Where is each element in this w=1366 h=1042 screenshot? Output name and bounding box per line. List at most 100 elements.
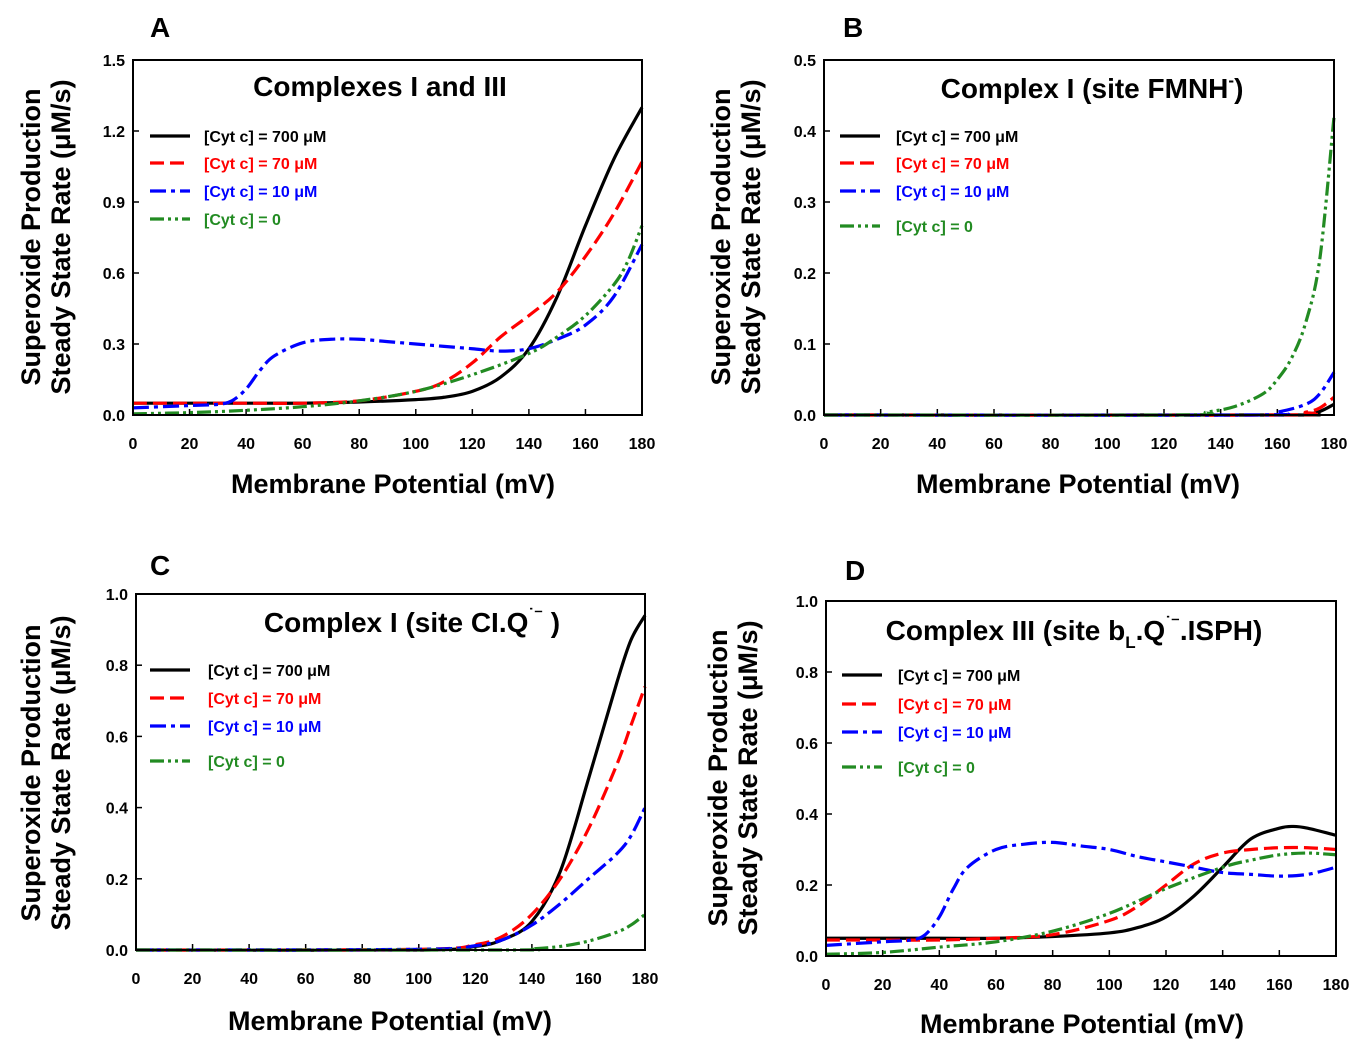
panel-b-legend-label-10: [Cyt c] = 10 μM bbox=[896, 184, 1009, 201]
panel-c-ytick-label: 0.2 bbox=[106, 872, 128, 889]
panel-c-ytick-label: 0.6 bbox=[106, 729, 128, 746]
panel-d-xtick-label: 180 bbox=[1323, 977, 1350, 994]
panel-d-legend-label-0: [Cyt c] = 0 bbox=[898, 760, 975, 777]
panel-d-ytick-label: 0.0 bbox=[796, 949, 818, 966]
panel-c-xtick-label: 180 bbox=[632, 971, 659, 988]
panel-a-xtick-label: 100 bbox=[402, 436, 429, 453]
panel-c-ytick-label: 1.0 bbox=[106, 587, 128, 604]
panel-a-legend-label-70: [Cyt c] = 70 μM bbox=[204, 156, 317, 173]
panel-c-frame bbox=[135, 593, 646, 951]
panel-c-series-10 bbox=[135, 806, 647, 952]
panel-b-xtick-label: 120 bbox=[1151, 436, 1178, 453]
panel-a-xtick-label: 60 bbox=[294, 436, 312, 453]
panel-b-xtick-label: 20 bbox=[872, 436, 890, 453]
panel-b: B Complex I (site FMNH-) Membrane Potent… bbox=[706, 12, 1347, 499]
panel-d-series-70 bbox=[826, 845, 1337, 942]
panel-d-series-10 bbox=[825, 840, 1337, 947]
panel-d-ytick-label: 0.2 bbox=[796, 878, 818, 895]
panel-a-ytick-label: 0.3 bbox=[103, 337, 125, 354]
panel-d-xtick-label: 20 bbox=[874, 977, 892, 994]
panel-d-ticks: 0 20 40 60 80 100 120 140 160 180 0.0 0.2 0.4 0.6 0.8 1… bbox=[796, 594, 1350, 994]
panel-a-series-0 bbox=[132, 225, 644, 416]
panel-a-ylabel-line2: Steady State Rate (μM/s) bbox=[46, 79, 76, 394]
panel-c-xtick-label: 100 bbox=[405, 971, 432, 988]
panel-c-series-0 bbox=[135, 913, 646, 952]
panel-d-title-main: Complex III (site b bbox=[886, 615, 1126, 646]
panel-a-series-70 bbox=[133, 161, 644, 405]
panel-b-ytick-label: 0.1 bbox=[794, 337, 816, 354]
panel-d-ytick-label: 0.6 bbox=[796, 736, 818, 753]
panel-d-ytick-label: 0.8 bbox=[796, 665, 818, 682]
panel-b-ytick-label: 0.5 bbox=[794, 53, 816, 70]
panel-c-xtick-label: 160 bbox=[575, 971, 602, 988]
panel-d-ytick-label: 1.0 bbox=[796, 594, 818, 611]
panel-d-legend-label-700: [Cyt c] = 700 μM bbox=[898, 668, 1020, 685]
panel-d-xtick-label: 0 bbox=[822, 977, 831, 994]
panel-b-ticks: 0 20 40 60 80 100 120 140 160 180 0.0 0.1 0.2 0.3 0.4 0… bbox=[794, 53, 1348, 453]
panel-a-xtick-label: 120 bbox=[459, 436, 486, 453]
panel-b-legend: [Cyt c] = 700 μM [Cyt c] = 70 μM [Cyt c]… bbox=[840, 129, 1018, 236]
panel-letter-b: B bbox=[843, 12, 863, 43]
panel-d-title-tail: .ISPH) bbox=[1180, 615, 1262, 646]
panel-c-xtick-label: 40 bbox=[240, 971, 258, 988]
panel-d-xtick-label: 120 bbox=[1153, 977, 1180, 994]
panel-b-title: Complex I (site FMNH-) bbox=[941, 71, 1244, 104]
panel-a-xtick-label: 160 bbox=[572, 436, 599, 453]
panel-c-xtick-label: 80 bbox=[353, 971, 371, 988]
panel-c-ytick-label: 0.0 bbox=[106, 943, 128, 960]
panel-b-ylabel-line1: Superoxide Production bbox=[706, 88, 736, 385]
panel-b-ytick-label: 0.0 bbox=[794, 408, 816, 425]
panel-d-title-sup: ˙⁻ bbox=[1165, 613, 1180, 632]
panel-a: A Complexes I and III Membrane Potential… bbox=[16, 12, 655, 499]
panel-b-series-70 bbox=[823, 395, 1335, 417]
panel-letter-c: C bbox=[150, 550, 170, 581]
panel-a-ytick-label: 0.0 bbox=[103, 408, 125, 425]
panel-b-xtick-label: 160 bbox=[1264, 436, 1291, 453]
panel-a-ylabel-line1: Superoxide Production bbox=[16, 88, 46, 385]
panel-b-ytick-label: 0.3 bbox=[794, 195, 816, 212]
panel-c-ticks: 0 20 40 60 80 100 120 140 160 180 0.0 0.2 0.4 0.6 0.8 1… bbox=[106, 587, 659, 988]
panel-d-series-0 bbox=[825, 851, 1337, 956]
panel-b-ytick-label: 0.2 bbox=[794, 266, 816, 283]
panel-a-ticks: 0 20 40 60 80 100 120 140 160 180 0.0 0.3 0.6 0.9 1.2 1… bbox=[103, 53, 656, 453]
panel-b-legend-label-0: [Cyt c] = 0 bbox=[896, 219, 973, 236]
panel-b-ytick-label: 0.4 bbox=[794, 124, 816, 141]
panel-a-legend-label-0: [Cyt c] = 0 bbox=[204, 212, 281, 229]
panel-b-title-tail: ) bbox=[1234, 73, 1243, 104]
panel-b-xtick-label: 100 bbox=[1094, 436, 1121, 453]
panel-c-ytick-label: 0.4 bbox=[106, 801, 128, 818]
panel-b-xtick-label: 140 bbox=[1207, 436, 1234, 453]
panel-b-title-main: Complex I (site FMNH bbox=[941, 73, 1229, 104]
panel-c-xlabel: Membrane Potential (mV) bbox=[228, 1006, 552, 1036]
panel-d-xlabel: Membrane Potential (mV) bbox=[920, 1009, 1244, 1039]
panel-d-title: Complex III (site bL.Q˙⁻.ISPH) bbox=[886, 613, 1263, 652]
panel-c-title-tail: ) bbox=[543, 607, 560, 638]
panel-a-ytick-label: 1.5 bbox=[103, 53, 125, 70]
panel-d-xtick-label: 60 bbox=[987, 977, 1005, 994]
panel-c-title: Complex I (site CI.Q˙⁻ ) bbox=[264, 605, 560, 638]
panel-a-xtick-label: 180 bbox=[629, 436, 656, 453]
panel-c-legend-label-700: [Cyt c] = 700 μM bbox=[208, 663, 330, 680]
panel-d-title-mid: .Q bbox=[1136, 615, 1166, 646]
panel-d-frame bbox=[825, 600, 1337, 957]
panel-a-ytick-label: 0.9 bbox=[103, 195, 125, 212]
panel-d-xtick-label: 160 bbox=[1266, 977, 1293, 994]
panel-b-xtick-label: 40 bbox=[928, 436, 946, 453]
panel-c-ylabel-line1: Superoxide Production bbox=[16, 624, 46, 921]
panel-b-ylabel-line2: Steady State Rate (μM/s) bbox=[736, 79, 766, 394]
panel-d-lines bbox=[825, 824, 1337, 956]
panel-b-series-10 bbox=[823, 371, 1336, 417]
panel-c-legend: [Cyt c] = 700 μM [Cyt c] = 70 μM [Cyt c]… bbox=[150, 663, 330, 771]
panel-a-series-10 bbox=[132, 243, 644, 410]
panel-c-xtick-label: 20 bbox=[184, 971, 202, 988]
panel-d-legend-label-10: [Cyt c] = 10 μM bbox=[898, 725, 1011, 742]
panel-d: D Complex III (site bL.Q˙⁻.ISPH) Membran… bbox=[703, 555, 1349, 1039]
panel-a-xtick-label: 0 bbox=[129, 436, 138, 453]
panel-b-xlabel: Membrane Potential (mV) bbox=[916, 469, 1240, 499]
panel-c-ytick-label: 0.8 bbox=[106, 658, 128, 675]
panel-b-title-sup: - bbox=[1228, 71, 1234, 90]
panel-c-xtick-label: 0 bbox=[132, 971, 141, 988]
panel-c-legend-label-0: [Cyt c] = 0 bbox=[208, 754, 285, 771]
panel-d-xtick-label: 80 bbox=[1044, 977, 1062, 994]
